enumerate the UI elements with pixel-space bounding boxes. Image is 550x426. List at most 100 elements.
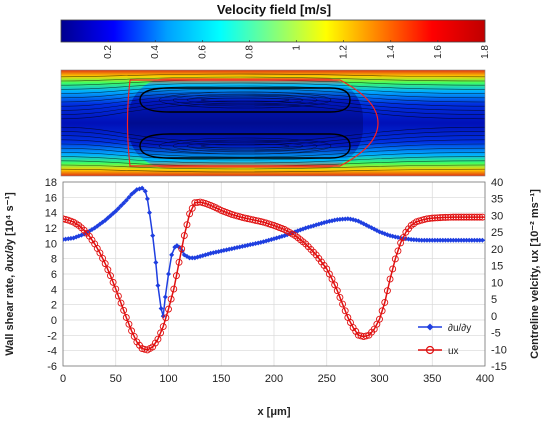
data-point <box>104 266 112 274</box>
data-point <box>117 299 125 307</box>
grid <box>62 181 486 367</box>
y-tick-label-right: 15 <box>491 261 503 273</box>
data-point <box>463 213 470 221</box>
data-point <box>429 237 435 243</box>
data-point <box>341 307 349 315</box>
colorbar-tick-label: 0.4 <box>150 45 161 59</box>
x-tick-label: 150 <box>212 373 230 385</box>
data-point <box>147 210 153 216</box>
data-point <box>112 285 120 293</box>
streamline <box>61 147 485 158</box>
y-tick-label-left: 10 <box>45 238 57 250</box>
data-point <box>162 314 170 322</box>
x-tick-label: 400 <box>476 373 494 385</box>
colorbar-tick-label: 1.6 <box>433 45 444 59</box>
data-point <box>399 234 407 241</box>
data-point <box>120 306 128 314</box>
data-point <box>418 216 426 224</box>
vortex-streamline <box>172 139 318 153</box>
data-point <box>457 213 465 221</box>
y-tick-label-right: 25 <box>491 227 503 239</box>
data-point <box>460 213 468 221</box>
data-point <box>183 221 191 229</box>
data-point <box>420 216 428 223</box>
legend-label-ux: ux <box>448 346 459 357</box>
legend: ∂u/∂y ux <box>418 323 471 357</box>
data-point <box>194 198 201 206</box>
series-shear-rate <box>63 185 485 319</box>
y-tick-label-left: -2 <box>47 330 57 342</box>
y-tick-label-left: 16 <box>45 192 57 204</box>
y-tick-label-right: 5 <box>491 294 497 306</box>
data-point <box>172 272 180 280</box>
data-point <box>333 287 341 295</box>
data-point <box>391 255 399 263</box>
data-point <box>419 237 425 243</box>
data-point <box>141 345 149 353</box>
streamline <box>61 88 485 99</box>
y-tick-label-left: 4 <box>51 284 57 296</box>
y-tick-label-left: 14 <box>45 208 57 220</box>
vortex-streamline <box>158 91 332 109</box>
vortex-streamline <box>172 93 318 107</box>
data-point <box>441 213 449 221</box>
data-point <box>473 213 481 221</box>
data-point <box>357 332 365 340</box>
y-ticks-left: -6 -4 -2 0 2 4 6 8 10 12 14 16 18 <box>45 177 57 373</box>
data-point <box>378 307 386 315</box>
data-point <box>169 252 175 258</box>
data-point <box>159 323 167 330</box>
colorbar <box>60 19 486 43</box>
x-axis-title: x [μm] <box>257 406 290 418</box>
y-tick-label-right: 0 <box>491 311 497 323</box>
y-tick-label-left: 2 <box>51 300 57 312</box>
data-point <box>466 237 472 243</box>
streamline <box>61 76 485 82</box>
data-point <box>254 217 262 225</box>
data-point <box>469 237 475 243</box>
streamline <box>61 164 485 170</box>
data-point <box>328 275 336 283</box>
data-point <box>354 331 362 339</box>
data-point <box>394 247 402 255</box>
data-point <box>476 213 484 221</box>
data-point <box>118 203 124 209</box>
data-point <box>114 292 122 300</box>
y-tick-label-left: -4 <box>47 346 57 358</box>
x-tick-label: 0 <box>60 373 66 385</box>
streamline <box>61 94 485 107</box>
data-point <box>157 329 165 337</box>
data-point <box>465 213 473 221</box>
data-point <box>166 271 171 277</box>
y-tick-label-right: 40 <box>491 177 503 189</box>
y-tick-label-left: 18 <box>45 177 57 189</box>
vortex-streamline <box>186 141 304 151</box>
streamline <box>61 85 485 94</box>
data-point <box>423 215 431 223</box>
x-tick-label: 300 <box>370 373 388 385</box>
data-point <box>170 285 178 293</box>
data-point <box>424 237 430 243</box>
data-point <box>246 215 254 223</box>
data-point <box>449 213 457 221</box>
streamline <box>61 73 485 78</box>
data-point <box>434 214 441 222</box>
data-point <box>121 200 127 206</box>
streamline <box>61 168 485 173</box>
data-point <box>339 300 347 308</box>
data-point <box>178 245 186 253</box>
data-point <box>144 196 150 202</box>
data-point <box>154 335 162 343</box>
colorbar-tick-label: 1.8 <box>480 45 491 59</box>
data-point <box>188 204 196 212</box>
colorbar-tick-label: 1 <box>292 45 303 51</box>
data-point <box>181 252 187 258</box>
streamline <box>61 156 485 164</box>
data-point <box>477 237 483 243</box>
legend-label-shear: ∂u/∂y <box>448 323 471 334</box>
colorbar-tick-label: 1.2 <box>339 45 350 59</box>
data-point <box>128 327 136 335</box>
streamline <box>61 131 485 146</box>
data-point <box>191 199 199 207</box>
